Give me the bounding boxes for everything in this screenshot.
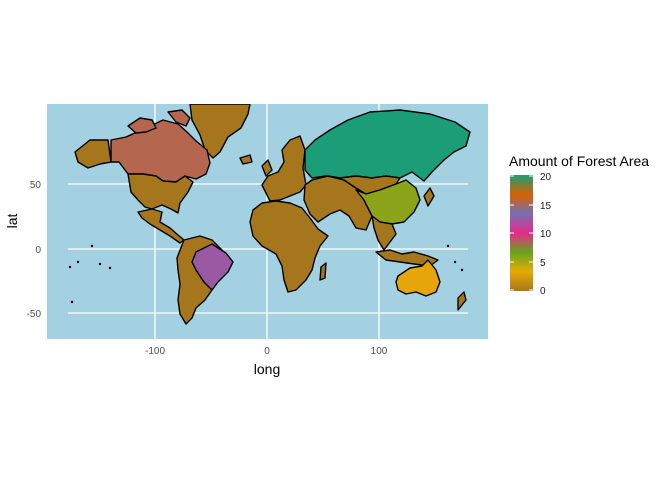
region-africa (249, 200, 329, 293)
region-brazil (191, 243, 234, 291)
region-new-zealand (457, 291, 467, 311)
x-axis-title: long (254, 361, 280, 377)
legend-tick-label: 5 (540, 258, 546, 269)
region-japan (423, 187, 435, 207)
x-axis: -100 0 100 long (145, 346, 388, 377)
region-madagascar (319, 262, 327, 281)
y-tick-label: 0 (35, 245, 41, 256)
x-tick-label: 0 (264, 346, 270, 357)
legend-tick-label: 0 (540, 286, 546, 297)
legend-title: Amount of Forest Area (509, 153, 649, 169)
region-canada-arctic-islands (127, 117, 157, 134)
region-united-kingdom (261, 159, 273, 177)
y-axis-title: lat (4, 214, 20, 229)
region-alaska (74, 139, 112, 169)
legend-tick-label: 20 (540, 172, 552, 183)
y-tick-label: 50 (30, 180, 42, 191)
region-greenland (189, 104, 251, 159)
region-southeast-asia (371, 215, 397, 251)
small-islands (68, 244, 464, 304)
x-tick-label: 100 (371, 346, 388, 357)
region-iceland (239, 154, 253, 165)
region-united-states (127, 173, 194, 214)
y-tick-label: -50 (27, 309, 42, 320)
region-canada-baffin (167, 109, 191, 127)
region-central-asia (327, 175, 401, 195)
region-australia (395, 259, 441, 297)
legend-ticks (510, 175, 533, 291)
y-axis: 50 0 -50 lat (4, 180, 41, 320)
region-indonesia (375, 249, 439, 267)
legend-colorbar (510, 175, 533, 291)
legend-tick-label: 15 (540, 201, 552, 212)
legend: Amount of Forest Area 20 15 10 5 0 (509, 153, 649, 297)
legend-tick-label: 10 (540, 229, 552, 240)
x-tick-label: -100 (145, 346, 165, 357)
